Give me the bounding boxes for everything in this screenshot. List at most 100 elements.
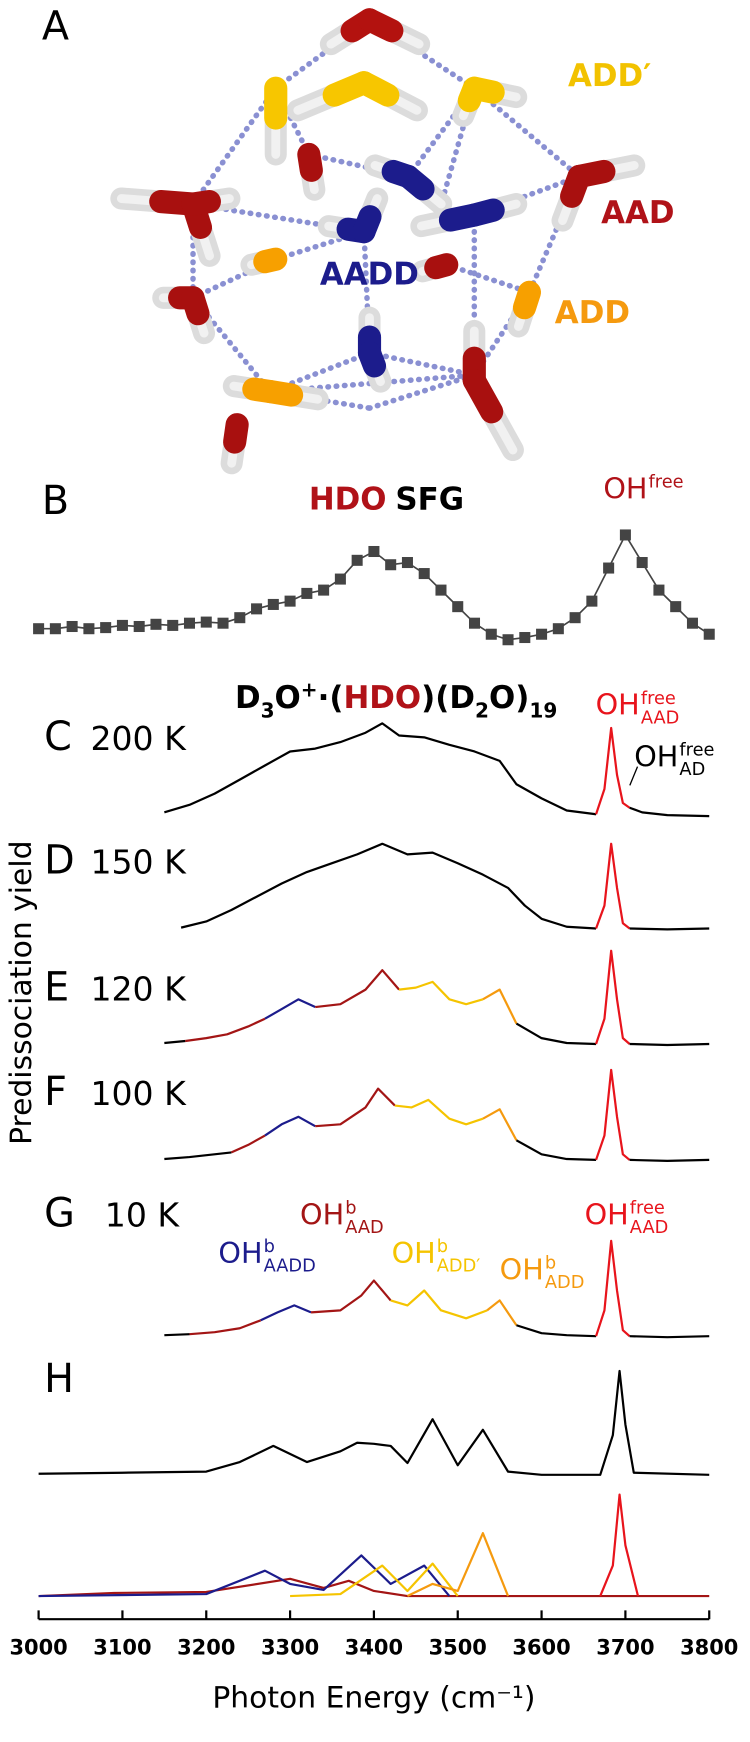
- spectrum-line: [515, 1139, 597, 1162]
- annotation-sup: b: [264, 1236, 275, 1257]
- y-axis-label: Predissociation yield: [4, 840, 39, 1144]
- panel-label: D: [44, 838, 75, 884]
- sfg-point: [536, 628, 548, 640]
- temperature-label: 150 K: [90, 843, 187, 882]
- sfg-point: [485, 628, 497, 640]
- x-tick-label: 3100: [93, 1636, 151, 1660]
- annotation-sub: ADD′: [437, 1256, 481, 1277]
- x-tick-label: 3800: [680, 1636, 738, 1660]
- spectrum-line: [164, 722, 597, 816]
- sfg-point: [619, 529, 631, 541]
- title-part: O): [489, 680, 529, 716]
- spectrum-line: [164, 1039, 186, 1045]
- spectrum-line: [629, 1335, 710, 1339]
- spectrum-line: [185, 1017, 266, 1043]
- sfg-point: [653, 584, 665, 596]
- x-tick-label: 3200: [177, 1636, 235, 1660]
- sfg-point: [284, 595, 296, 607]
- sfg-point: [569, 612, 581, 624]
- sfg-point: [167, 619, 179, 631]
- bond-core: [396, 164, 435, 201]
- x-tick-label: 3500: [429, 1636, 487, 1660]
- spectrum-line: [260, 1304, 312, 1322]
- hydrogen-bond: [190, 295, 273, 395]
- spectrum-line: [290, 1562, 459, 1598]
- bond-core: [560, 164, 591, 208]
- spectrum-line: [629, 806, 710, 818]
- annotation-sub: AAD: [641, 707, 679, 728]
- sfg-point: [49, 623, 61, 635]
- spectrum-line: [38, 1577, 710, 1598]
- bond-core: [462, 76, 505, 104]
- sfg-point: [686, 617, 698, 629]
- spectrum-line: [315, 969, 400, 1009]
- bond-core: [297, 142, 323, 182]
- spectrum-line: [482, 988, 518, 1025]
- x-tick-label: 3300: [261, 1636, 319, 1660]
- spectrum-line: [38, 1554, 451, 1598]
- sfg-point: [183, 617, 196, 629]
- spectrum-line: [164, 1151, 232, 1161]
- title-part: 19: [529, 698, 557, 722]
- annotation-base: OH: [603, 472, 647, 506]
- sfg-point: [418, 568, 430, 580]
- spectrum-line: [629, 927, 710, 931]
- bond-core: [253, 247, 288, 274]
- temperature-label: 100 K: [90, 1074, 187, 1113]
- panel-label: C: [44, 714, 72, 760]
- bond-core: [424, 253, 459, 280]
- bond-core: [352, 205, 382, 244]
- panel-label: H: [44, 1356, 74, 1402]
- sfg-point: [33, 623, 45, 635]
- annotation-sup: b: [345, 1197, 356, 1218]
- spectrum-line: [310, 1279, 392, 1314]
- sfg-point: [385, 559, 397, 571]
- annotation-base: OH: [500, 1252, 544, 1286]
- sfg-point: [301, 587, 313, 599]
- title-part: )(D: [421, 680, 475, 716]
- annotation-pointer: [629, 766, 639, 786]
- spectrum-line: [486, 1299, 518, 1326]
- bond-core: [352, 71, 400, 107]
- x-tick-label: 3000: [9, 1636, 67, 1660]
- bond-core: [512, 280, 542, 320]
- spectrum-line: [315, 1087, 396, 1128]
- sfg-point: [116, 619, 128, 631]
- sfg-point: [502, 634, 514, 646]
- hydrogen-bond: [526, 173, 582, 296]
- annotation-base: OH: [218, 1236, 262, 1270]
- title-part: 2: [475, 698, 489, 722]
- sfg-point: [100, 622, 112, 634]
- annotation-base: OH: [300, 1197, 344, 1231]
- temperature-label: 200 K: [90, 719, 187, 758]
- bond-core: [223, 413, 249, 454]
- bond-core: [181, 189, 221, 216]
- annotation-sub: AAD: [345, 1217, 383, 1238]
- spectrum-line: [629, 1042, 710, 1047]
- spectrum-line: [264, 998, 316, 1020]
- spectrum-line: [230, 1134, 266, 1154]
- sfg-title: HDO SFG: [309, 482, 464, 518]
- sfg-point: [703, 628, 715, 640]
- spectrum-line: [164, 1333, 190, 1337]
- annotation-sup: b: [545, 1253, 556, 1274]
- spectrum-line: [189, 1319, 262, 1336]
- title-part: HDO: [343, 680, 421, 716]
- annotation-base: OH: [634, 740, 678, 774]
- bond-core: [357, 8, 404, 43]
- chart-title: D3O+·(HDO)(D2O)19: [235, 677, 557, 722]
- annotation-sup: free: [679, 740, 714, 761]
- spectrum-line: [482, 1108, 518, 1141]
- sfg-point: [519, 632, 531, 644]
- sfg-point: [234, 612, 246, 624]
- bond-core: [462, 368, 504, 424]
- title-part: O: [275, 680, 301, 716]
- annotation-sub: ADD: [545, 1272, 585, 1293]
- temperature-label: 120 K: [90, 969, 187, 1008]
- x-axis-label: Photon Energy (cm⁻¹): [212, 1680, 535, 1715]
- spectrum-line: [38, 1369, 710, 1476]
- annotation-sub: AADD: [264, 1256, 316, 1277]
- spectrum-line: [599, 1493, 640, 1597]
- molecule-illustration: [110, 8, 646, 475]
